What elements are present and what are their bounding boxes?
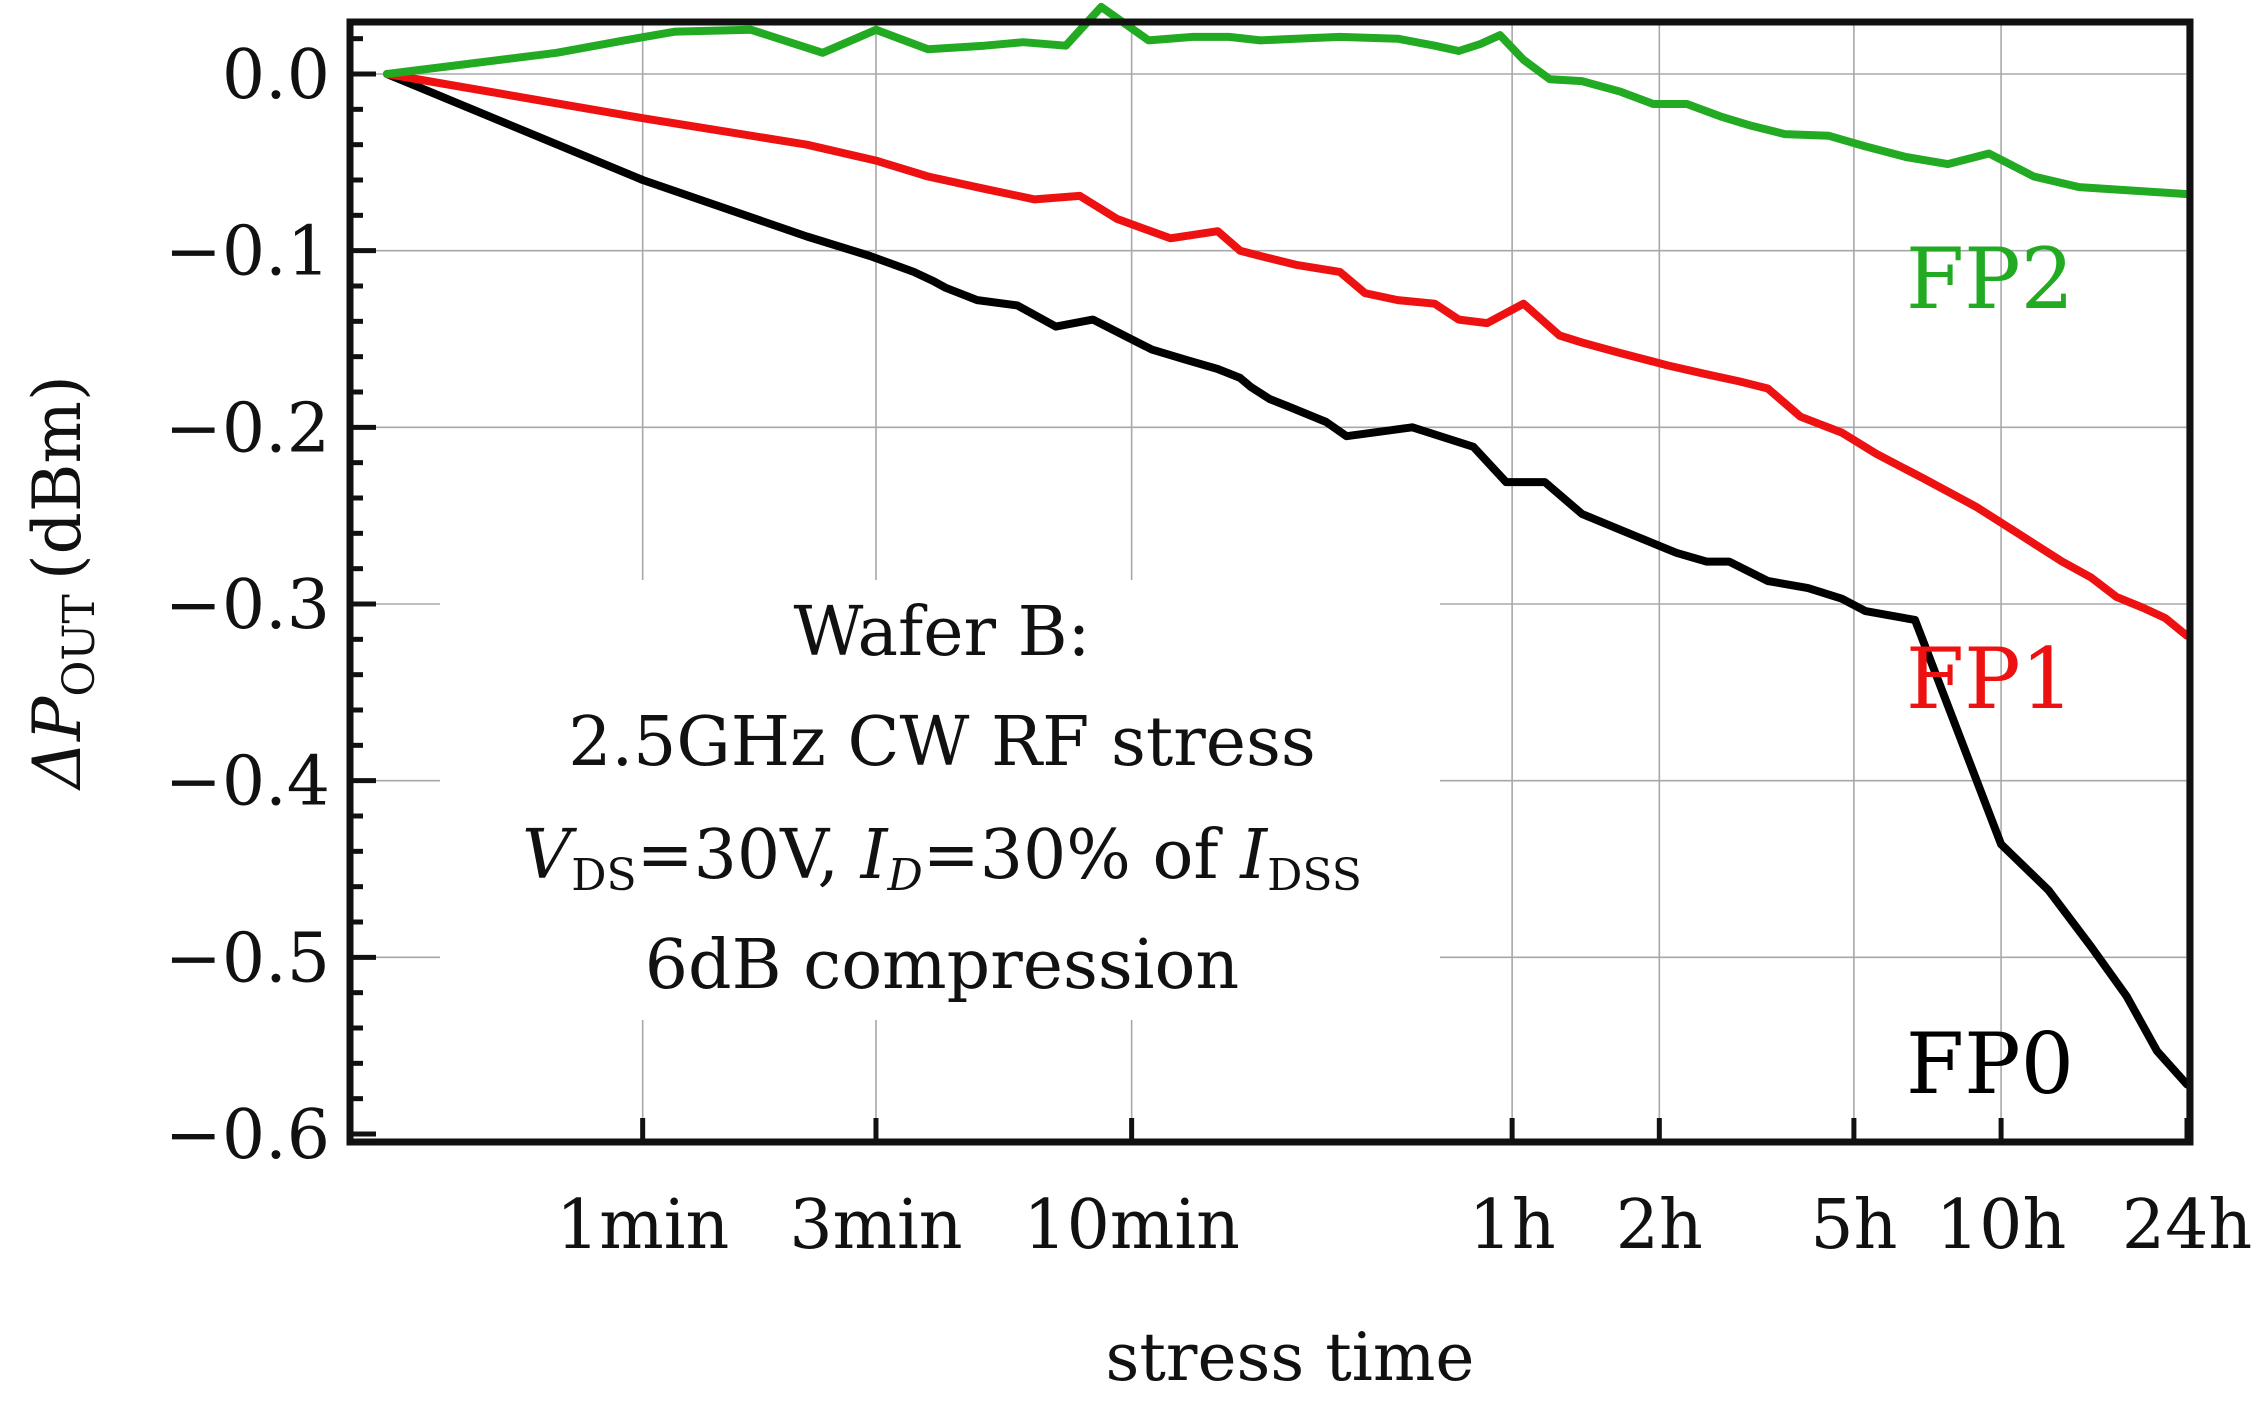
annotation-i-subscript: D (886, 850, 922, 901)
annotation-frequency: 2.5GHz CW RF stress (568, 703, 1316, 782)
x-tick-label: 10h (1936, 1186, 2066, 1265)
series-label-fp1: FP1 (1906, 630, 2074, 728)
plot-frame (346, 18, 2194, 1146)
y-tick-label: −0.1 (165, 213, 330, 292)
x-tick-label: 24h (2122, 1186, 2252, 1265)
series-line-fp2 (383, 2, 2191, 199)
x-tick-label: 1min (556, 1186, 729, 1265)
series-line-fp1 (383, 70, 2191, 640)
y-tick-label: 0.0 (222, 36, 330, 115)
annotation-bias: VDS=30V, ID=30% of IDSS (522, 816, 1362, 901)
y-axis-title-prefix: ΔP (19, 695, 96, 792)
y-tick-label: −0.2 (165, 389, 330, 468)
y-tick-labels: 0.0 −0.1 −0.2 −0.3 −0.4 −0.5 −0.6 (165, 36, 330, 1175)
annotation-block: Wafer B: 2.5GHz CW RF stress VDS=30V, ID… (522, 593, 1362, 1005)
y-tick-label: −0.6 (165, 1096, 330, 1175)
annotation-wafer: Wafer B: (794, 593, 1091, 672)
x-tick-label: 10min (1023, 1186, 1240, 1265)
annotation-i2-subscript: DSS (1267, 850, 1362, 901)
series-line-fp0 (383, 70, 2191, 1089)
y-axis-title-unit: (dBm) (19, 375, 96, 580)
y-axis-title-subscript: OUT (54, 594, 105, 697)
annotation-v-value: =30V, (637, 816, 861, 895)
x-tick-label: 1h (1469, 1186, 1556, 1265)
x-tick-label: 5h (1810, 1186, 1897, 1265)
x-tick-labels: 1min 3min 10min 1h 2h 5h 10h 24h (556, 1186, 2252, 1265)
annotation-v-subscript: DS (571, 850, 636, 901)
series-label-fp0: FP0 (1906, 1015, 2074, 1113)
y-axis-title: ΔPOUT (dBm) (19, 375, 105, 791)
x-tick-label: 3min (789, 1186, 962, 1265)
annotation-i-value: =30% of (923, 816, 1240, 895)
annotation-i2-symbol: I (1238, 816, 1268, 895)
annotation-background (440, 580, 1440, 1020)
series-label-fp2: FP2 (1906, 230, 2074, 328)
y-tick-label: −0.4 (165, 743, 330, 822)
annotation-i-symbol: I (859, 816, 889, 895)
y-tick-label: −0.5 (165, 919, 330, 998)
y-tick-label: −0.3 (165, 566, 330, 645)
annotation-v-symbol: V (522, 816, 577, 895)
x-axis-title: stress time (1106, 1319, 1475, 1396)
series-lines (383, 2, 2191, 1089)
x-tick-label: 2h (1616, 1186, 1703, 1265)
annotation-compression: 6dB compression (645, 926, 1239, 1005)
